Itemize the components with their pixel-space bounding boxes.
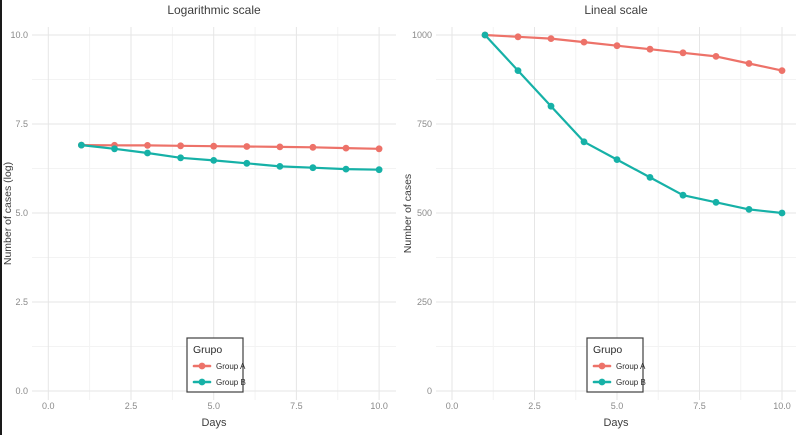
data-point: [342, 165, 350, 173]
data-point: [210, 157, 218, 164]
legend-item-label: Group A: [216, 362, 246, 371]
x-tick-label: 5.0: [207, 401, 220, 411]
data-point: [177, 154, 185, 162]
x-axis-label: Days: [603, 417, 629, 429]
x-tick-label: 2.5: [528, 401, 541, 411]
data-point: [778, 209, 786, 217]
series-group-b: [481, 31, 786, 217]
data-point: [342, 144, 350, 152]
data-point: [309, 143, 317, 151]
data-point: [580, 138, 588, 146]
y-tick-label: 250: [417, 297, 432, 307]
y-tick-label: 0: [427, 386, 432, 396]
series-line: [80, 144, 381, 150]
x-tick-label: 10.0: [773, 401, 791, 411]
data-point: [243, 143, 251, 150]
y-axis-label: Number of cases (log): [2, 162, 14, 265]
y-tick-label: 5.0: [15, 208, 28, 218]
data-point: [712, 198, 720, 206]
legend: Grupo Group A Group B: [586, 337, 646, 393]
data-point: [646, 174, 654, 181]
y-tick-label: 2.5: [15, 297, 28, 307]
data-point: [144, 142, 151, 149]
x-tick-label: 0.0: [42, 401, 55, 411]
x-axis-label: Days: [201, 417, 227, 429]
data-point: [481, 31, 489, 39]
data-point: [580, 38, 588, 46]
legend: Grupo Group A Group B: [186, 337, 246, 393]
y-tick-label: 500: [417, 208, 432, 218]
data-point: [78, 141, 85, 149]
x-tick-label: 0.0: [446, 401, 459, 411]
y-tick-label: 10.0: [10, 30, 28, 40]
data-point: [243, 159, 251, 167]
series-line: [483, 33, 784, 215]
data-point: [778, 67, 786, 74]
data-point: [745, 60, 753, 67]
data-point: [514, 33, 522, 41]
legend-item-label: Group B: [616, 378, 646, 387]
linear-chart-panel: Lineal scale Days Number of cases 0.0 2.5 5.0…: [400, 0, 800, 435]
series-group-b: [78, 141, 383, 174]
data-point: [613, 156, 621, 164]
data-point: [276, 143, 284, 151]
data-point: [712, 53, 720, 60]
x-tick-label: 2.5: [125, 401, 138, 411]
legend-title: Grupo: [193, 344, 222, 356]
data-point: [177, 142, 185, 150]
linear-scale-chart: Lineal scale Days Number of cases 0.0 2.5 5.0…: [402, 3, 796, 429]
series-line: [80, 144, 381, 171]
legend-title: Grupo: [593, 344, 622, 356]
series-group-a: [481, 31, 786, 74]
panel-title: Lineal scale: [584, 3, 648, 17]
log-scale-chart: Logarithmic scale Days Number of cases (lo…: [2, 3, 396, 429]
data-point: [679, 191, 687, 199]
x-tick-label: 5.0: [611, 401, 624, 411]
data-point: [276, 163, 284, 170]
legend-key-point: [598, 378, 606, 386]
legend-key-point: [198, 378, 206, 386]
data-point: [309, 164, 317, 172]
data-point: [514, 67, 522, 74]
data-point: [613, 42, 621, 50]
y-tick-label: 0.0: [15, 386, 28, 396]
data-point: [646, 45, 654, 53]
x-tick-label: 7.5: [693, 401, 706, 411]
legend-item-label: Group A: [616, 362, 646, 371]
legend-item-label: Group B: [216, 378, 246, 387]
series-line: [483, 33, 784, 72]
screenshot-left-edge: [0, 0, 2, 435]
data-point: [111, 145, 118, 153]
legend-key-point: [198, 362, 206, 370]
panel-title: Logarithmic scale: [167, 3, 261, 17]
y-tick-label: 1000: [412, 30, 432, 40]
data-point: [375, 166, 383, 174]
data-point: [144, 149, 151, 157]
data-point: [210, 142, 218, 150]
legend-key-point: [598, 362, 606, 370]
data-point: [547, 35, 555, 42]
log-chart-panel: Logarithmic scale Days Number of cases (lo…: [2, 3, 396, 429]
y-tick-label: 750: [417, 119, 432, 129]
data-point: [547, 102, 555, 110]
data-point: [375, 145, 383, 153]
y-tick-label: 7.5: [15, 119, 28, 129]
x-tick-label: 7.5: [290, 401, 303, 411]
x-tick-label: 10.0: [370, 401, 388, 411]
data-point: [745, 206, 753, 213]
y-axis-label: Number of cases: [402, 174, 414, 253]
data-point: [679, 49, 687, 57]
